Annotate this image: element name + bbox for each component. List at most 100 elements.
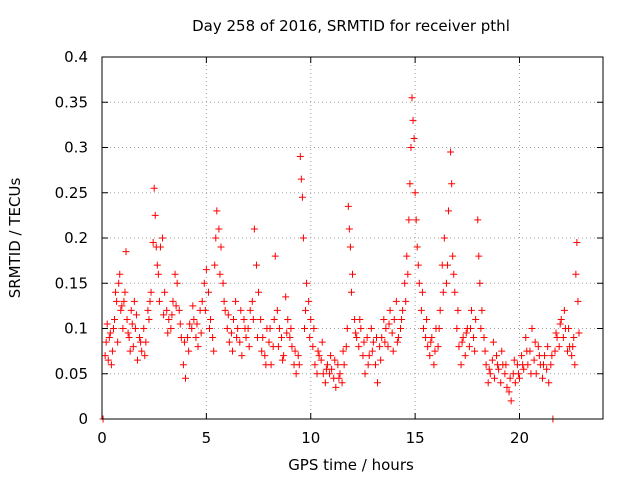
data-point [319, 370, 327, 378]
data-point [155, 297, 163, 305]
data-point [399, 306, 407, 314]
data-point [238, 352, 246, 360]
data-point [114, 338, 122, 346]
data-point [154, 270, 162, 278]
data-point [145, 315, 153, 323]
data-point [454, 306, 462, 314]
data-point [307, 315, 315, 323]
data-point [283, 329, 291, 337]
data-point [126, 347, 134, 355]
data-point [296, 153, 304, 161]
data-point [352, 329, 360, 337]
data-point [346, 243, 354, 251]
data-point [568, 352, 576, 360]
data-point [360, 338, 368, 346]
data-point [172, 302, 180, 310]
data-point [190, 315, 198, 323]
data-point [219, 279, 227, 287]
data-point [339, 347, 347, 355]
data-point [449, 252, 457, 260]
data-point [327, 352, 335, 360]
x-tick-label: 20 [510, 429, 529, 447]
data-point [299, 234, 307, 242]
data-point [353, 334, 361, 342]
data-point [447, 148, 455, 156]
data-point [507, 397, 515, 405]
data-point [252, 261, 260, 269]
data-point [386, 306, 394, 314]
data-point [278, 334, 286, 342]
data-point [144, 306, 152, 314]
data-point [122, 248, 130, 256]
data-point [486, 370, 494, 378]
data-point [555, 343, 563, 351]
data-point [404, 270, 412, 278]
data-point [520, 365, 528, 373]
data-point [530, 356, 538, 364]
data-point [402, 297, 410, 305]
data-point [132, 311, 140, 319]
data-point [373, 334, 381, 342]
data-point [120, 297, 128, 305]
data-point [544, 343, 552, 351]
data-point [201, 306, 209, 314]
data-point [369, 338, 377, 346]
data-point [266, 325, 274, 332]
data-point [104, 356, 112, 364]
data-point [127, 306, 135, 314]
data-point [156, 243, 164, 251]
data-point [115, 279, 123, 287]
data-point [163, 306, 171, 314]
data-point [331, 356, 339, 364]
data-point [189, 302, 197, 310]
data-point [461, 352, 469, 360]
data-point [168, 311, 176, 319]
data-point [466, 325, 474, 332]
data-point [109, 325, 117, 332]
data-point [569, 343, 577, 351]
data-point [221, 306, 229, 314]
data-point [501, 370, 509, 378]
data-point [160, 311, 168, 319]
data-point [494, 361, 502, 369]
data-point [381, 338, 389, 346]
data-point [481, 347, 489, 355]
data-point [493, 352, 501, 360]
data-point [107, 361, 115, 369]
data-point [411, 189, 419, 197]
data-point [227, 329, 235, 337]
data-point [323, 361, 331, 369]
data-point [485, 365, 493, 373]
data-point [575, 329, 583, 337]
data-point [216, 270, 224, 278]
data-point [560, 306, 568, 314]
data-point [506, 374, 514, 382]
x-axis-tick-labels: 0 5 10 15 20 [97, 429, 529, 447]
data-point [545, 379, 553, 387]
data-point [572, 270, 580, 278]
data-point [112, 288, 120, 296]
data-point [129, 343, 137, 351]
data-point [121, 288, 129, 296]
data-point [514, 370, 522, 378]
y-tick-label: 0.05 [55, 365, 88, 383]
data-point [367, 325, 375, 332]
data-point [556, 320, 564, 328]
data-point [488, 356, 496, 364]
data-point [207, 315, 215, 323]
data-point [457, 361, 465, 369]
data-point [440, 234, 448, 242]
data-point [436, 306, 444, 314]
data-point [374, 379, 382, 387]
data-point [482, 361, 490, 369]
data-point [106, 329, 114, 337]
data-point [200, 279, 208, 287]
data-point [284, 315, 292, 323]
data-point [551, 347, 559, 355]
data-point [408, 94, 416, 102]
data-point [141, 352, 149, 360]
data-point [349, 270, 356, 278]
data-point [123, 315, 131, 323]
data-point [261, 352, 269, 360]
data-point [291, 347, 299, 355]
